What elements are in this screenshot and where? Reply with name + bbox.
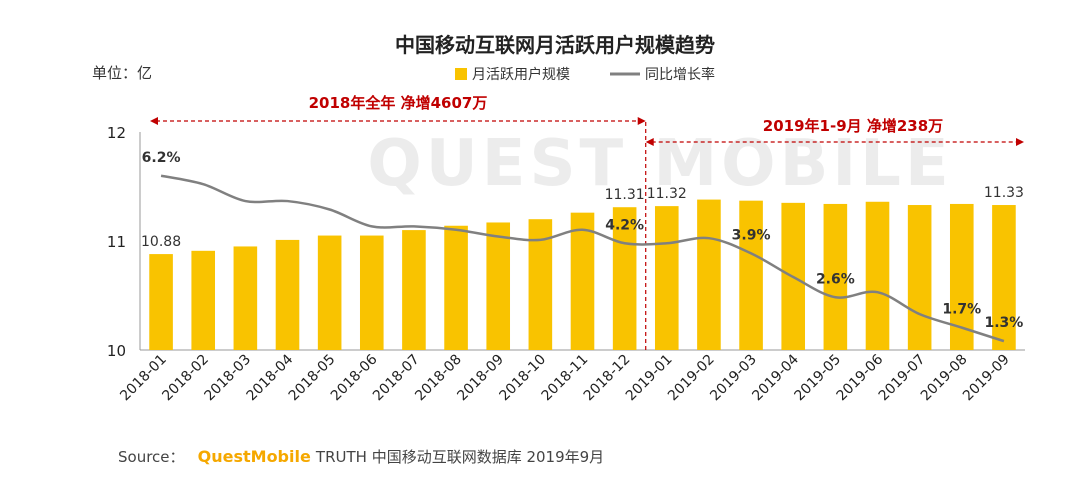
- annotation-2018: 2018年全年 净增4607万: [309, 94, 488, 112]
- bar-value-label: 11.33: [984, 185, 1024, 201]
- x-ticks: 2018-012018-022018-032018-042018-052018-…: [117, 351, 1013, 404]
- source-rest: TRUTH 中国移动互联网数据库 2019年9月: [315, 448, 604, 466]
- legend-line-label: 同比增长率: [645, 66, 715, 83]
- bar: [528, 219, 553, 350]
- growth-value-label: 3.9%: [732, 227, 771, 243]
- annotation-arrow-2018-head-left: [150, 117, 158, 125]
- source-line: Source： QuestMobile TRUTH 中国移动互联网数据库 201…: [118, 447, 604, 466]
- bar: [359, 235, 384, 350]
- y-tick-label: 11: [107, 233, 126, 251]
- unit-label: 单位：亿: [92, 64, 152, 82]
- bar: [739, 200, 763, 350]
- bar: [992, 205, 1016, 350]
- legend: 月活跃用户规模 同比增长率: [455, 66, 715, 83]
- annotation-2019: 2019年1-9月 净增238万: [763, 117, 943, 135]
- bar: [823, 203, 848, 350]
- growth-value-label: 4.2%: [605, 217, 644, 233]
- annotation-arrow-2018-head-right: [637, 117, 646, 125]
- growth-value-label: 2.6%: [816, 271, 855, 287]
- source-prefix: Source：: [118, 448, 185, 466]
- bar: [444, 225, 468, 350]
- bar: [233, 246, 258, 350]
- bar: [865, 201, 890, 350]
- legend-bar-label: 月活跃用户规模: [472, 66, 570, 83]
- data-labels: 10.88 11.31 11.32 11.33 6.2% 4.2% 3.9% 2.6% 1.7%…: [141, 150, 1024, 331]
- x-tick-label: 2019-09: [960, 352, 1013, 405]
- growth-rate-line: [160, 174, 1005, 343]
- legend-bar-swatch: [455, 68, 467, 80]
- bar: [317, 235, 342, 350]
- bar: [570, 212, 595, 350]
- bar: [149, 254, 173, 350]
- bar-value-label: 10.88: [141, 234, 181, 250]
- growth-value-label: 1.7%: [942, 302, 981, 318]
- growth-line-layer: [160, 174, 1005, 343]
- bars: [149, 122, 1016, 350]
- annotation-arrow-2019-head-right: [1016, 138, 1024, 146]
- annotations: 2018年全年 净增4607万 2019年1-9月 净增238万: [150, 94, 1024, 146]
- svg-text:Source： QuestMobile: Source： QuestMobile TRUTH 中国移动互联网数据库 201…: [118, 447, 604, 466]
- bar: [275, 239, 300, 350]
- chart-title: 中国移动互联网月活跃用户规模趋势: [395, 33, 715, 57]
- annotation-arrow-2019-head-left: [645, 138, 654, 146]
- bar-value-label: 11.32: [647, 186, 687, 202]
- bar: [486, 222, 511, 350]
- bar-value-label: 11.31: [605, 187, 645, 203]
- watermark: QUEST MOBILE: [367, 127, 952, 201]
- bar: [402, 230, 426, 350]
- source-brand: QuestMobile: [198, 447, 311, 466]
- growth-value-label: 1.3%: [985, 315, 1024, 331]
- bar: [654, 206, 679, 350]
- bar: [949, 203, 974, 350]
- bar: [907, 205, 932, 350]
- bar: [697, 199, 721, 350]
- y-tick-label: 10: [107, 342, 126, 360]
- y-tick-label: 12: [107, 124, 126, 142]
- bar: [191, 250, 216, 350]
- growth-value-label: 6.2%: [142, 150, 181, 166]
